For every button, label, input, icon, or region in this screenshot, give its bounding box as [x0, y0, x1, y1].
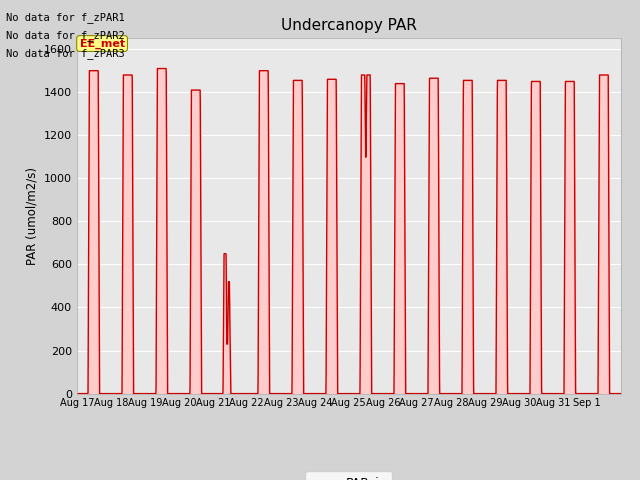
Text: EE_met: EE_met [79, 38, 125, 48]
Y-axis label: PAR (umol/m2/s): PAR (umol/m2/s) [25, 167, 38, 265]
Text: No data for f_zPAR2: No data for f_zPAR2 [6, 30, 125, 41]
Text: No data for f_zPAR3: No data for f_zPAR3 [6, 48, 125, 60]
Text: No data for f_zPAR1: No data for f_zPAR1 [6, 12, 125, 23]
Title: Undercanopy PAR: Undercanopy PAR [281, 18, 417, 33]
Legend: PAR_in: PAR_in [305, 471, 392, 480]
